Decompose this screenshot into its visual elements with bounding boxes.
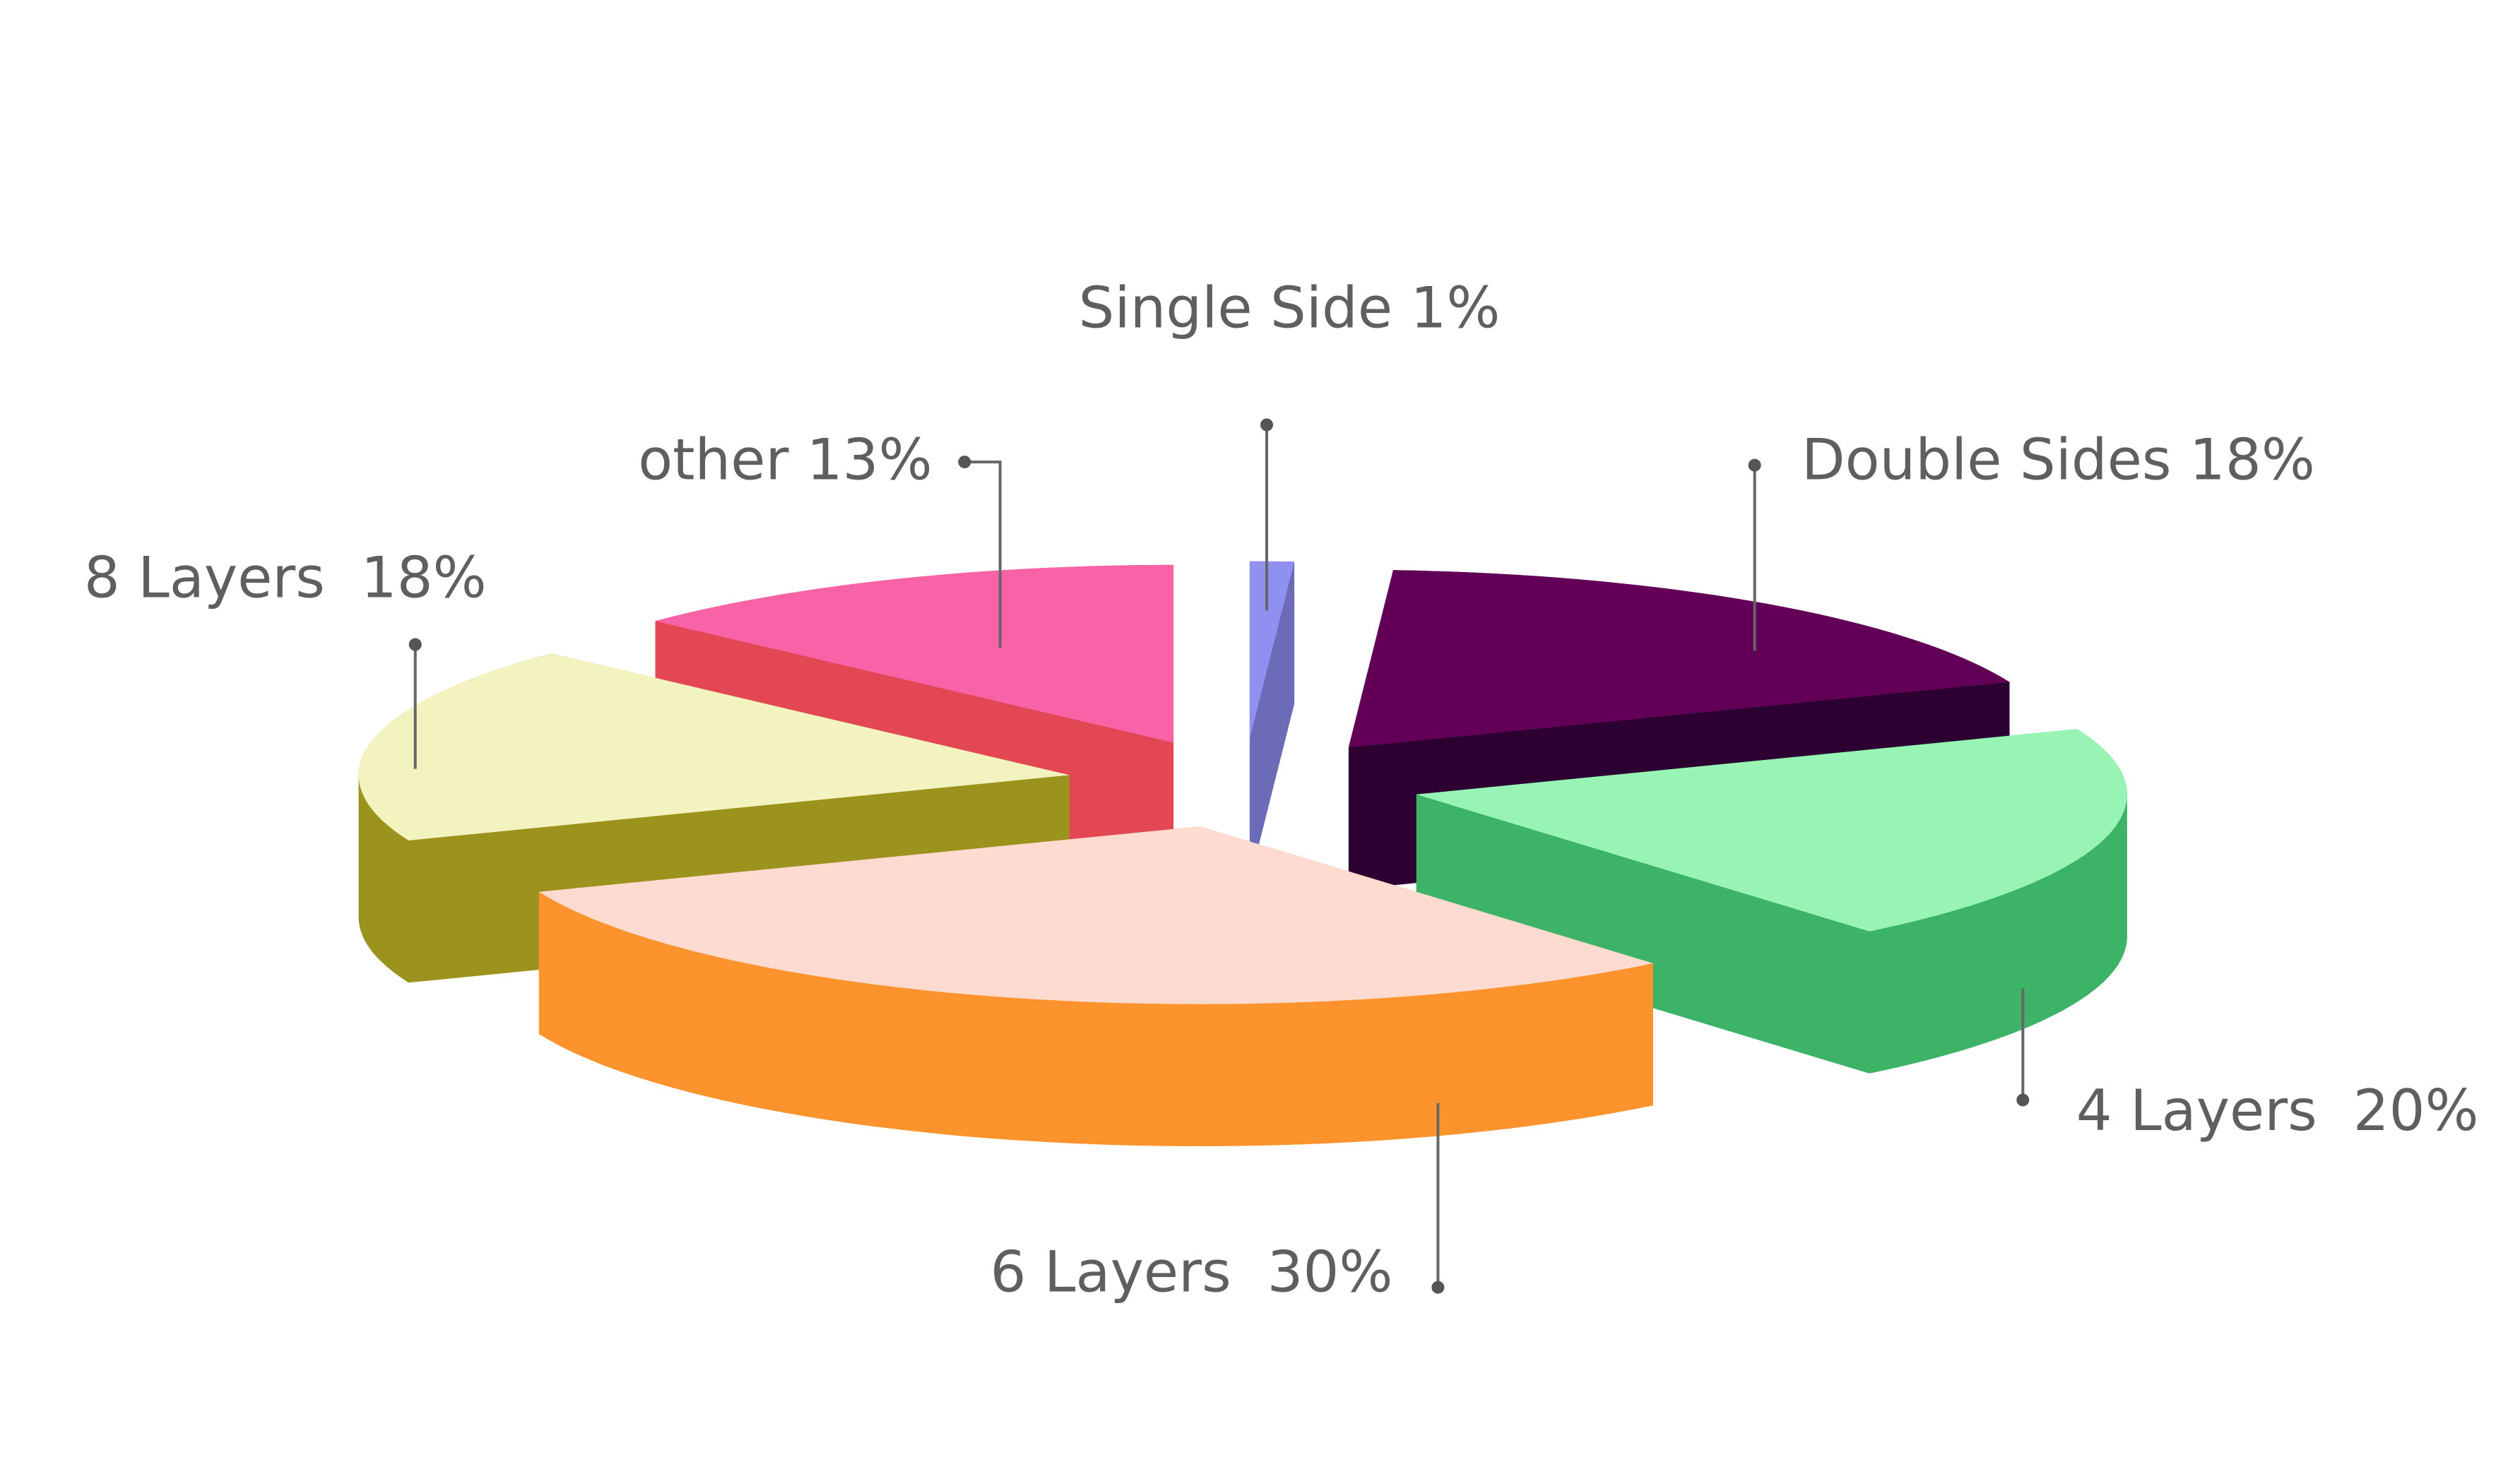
slice: [358, 653, 1070, 840]
slice: [538, 826, 1653, 1004]
slice-label: 8 Layers 18%: [84, 545, 487, 610]
leader-dot: [1431, 1280, 1445, 1294]
slice-label: other 13%: [638, 427, 932, 492]
leader-dot: [2016, 1093, 2030, 1107]
labels: Single Side 1% Double Sides 18% 4 Layers 2…: [84, 275, 2479, 1304]
slice: [1249, 561, 1295, 739]
slice: [1348, 570, 2010, 748]
leader-dot: [1260, 418, 1274, 432]
slice-label: 6 Layers 30%: [990, 1240, 1393, 1305]
leader-dot: [1748, 458, 1761, 472]
slice: [655, 564, 1174, 743]
leader-dot: [408, 638, 422, 651]
slice-label: Double Sides 18%: [1802, 427, 2315, 492]
slice: [1416, 729, 2127, 932]
pie: [358, 561, 2127, 1146]
leader-line: [964, 460, 1002, 648]
slice-label: Single Side 1%: [1079, 275, 1501, 340]
leader-dot: [958, 456, 971, 469]
slice-label: 4 Layers 20%: [2076, 1078, 2479, 1143]
